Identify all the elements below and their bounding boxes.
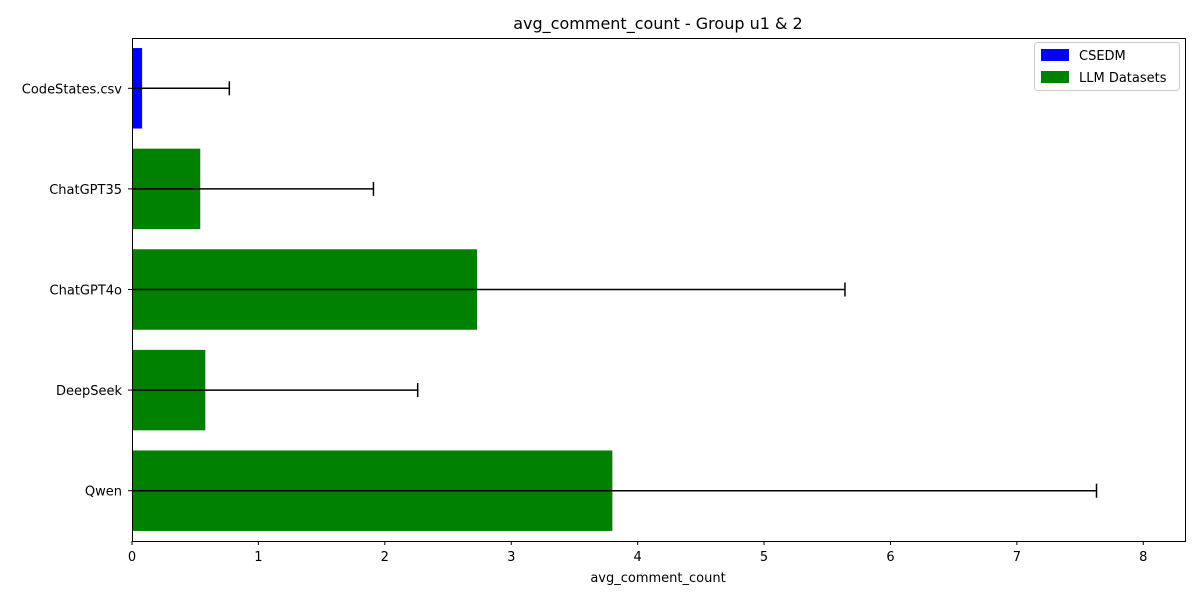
legend-box bbox=[1034, 42, 1180, 91]
y-tick-label-chatgpt35: ChatGPT35 bbox=[49, 183, 122, 198]
legend-swatch-csedm bbox=[1041, 49, 1069, 61]
legend-label-csedm: CSEDM bbox=[1079, 49, 1126, 64]
x-axis-label: avg_comment_count bbox=[590, 571, 725, 586]
y-tick-label-qwen: Qwen bbox=[85, 485, 122, 500]
error-bars-layer bbox=[132, 81, 1098, 498]
chart-title: avg_comment_count - Group u1 & 2 bbox=[513, 14, 802, 34]
y-tick-label-chatgpt4o: ChatGPT4o bbox=[50, 284, 123, 299]
x-tick-label-1: 1 bbox=[254, 550, 262, 565]
y-tick-label-deepseek: DeepSeek bbox=[56, 384, 123, 399]
legend-label-llm-datasets: LLM Datasets bbox=[1079, 71, 1167, 86]
plot-frame bbox=[132, 38, 1186, 542]
legend: CSEDM LLM Datasets bbox=[1034, 42, 1180, 91]
x-tick-label-0: 0 bbox=[128, 550, 136, 565]
y-tick-label-codestates-csv: CodeStates.csv bbox=[22, 82, 123, 97]
x-tick-label-4: 4 bbox=[634, 550, 642, 565]
legend-swatch-llm-datasets bbox=[1041, 71, 1069, 83]
x-tick-label-6: 6 bbox=[886, 550, 894, 565]
x-tick-label-7: 7 bbox=[1013, 550, 1021, 565]
x-tick-label-3: 3 bbox=[507, 550, 515, 565]
x-axis: 0 1 2 3 4 5 6 7 8 bbox=[128, 541, 1147, 565]
x-tick-label-8: 8 bbox=[1139, 550, 1147, 565]
x-tick-label-2: 2 bbox=[381, 550, 389, 565]
x-tick-label-5: 5 bbox=[760, 550, 768, 565]
y-axis: CodeStates.csv ChatGPT35 ChatGPT4o DeepSeek… bbox=[22, 82, 132, 500]
